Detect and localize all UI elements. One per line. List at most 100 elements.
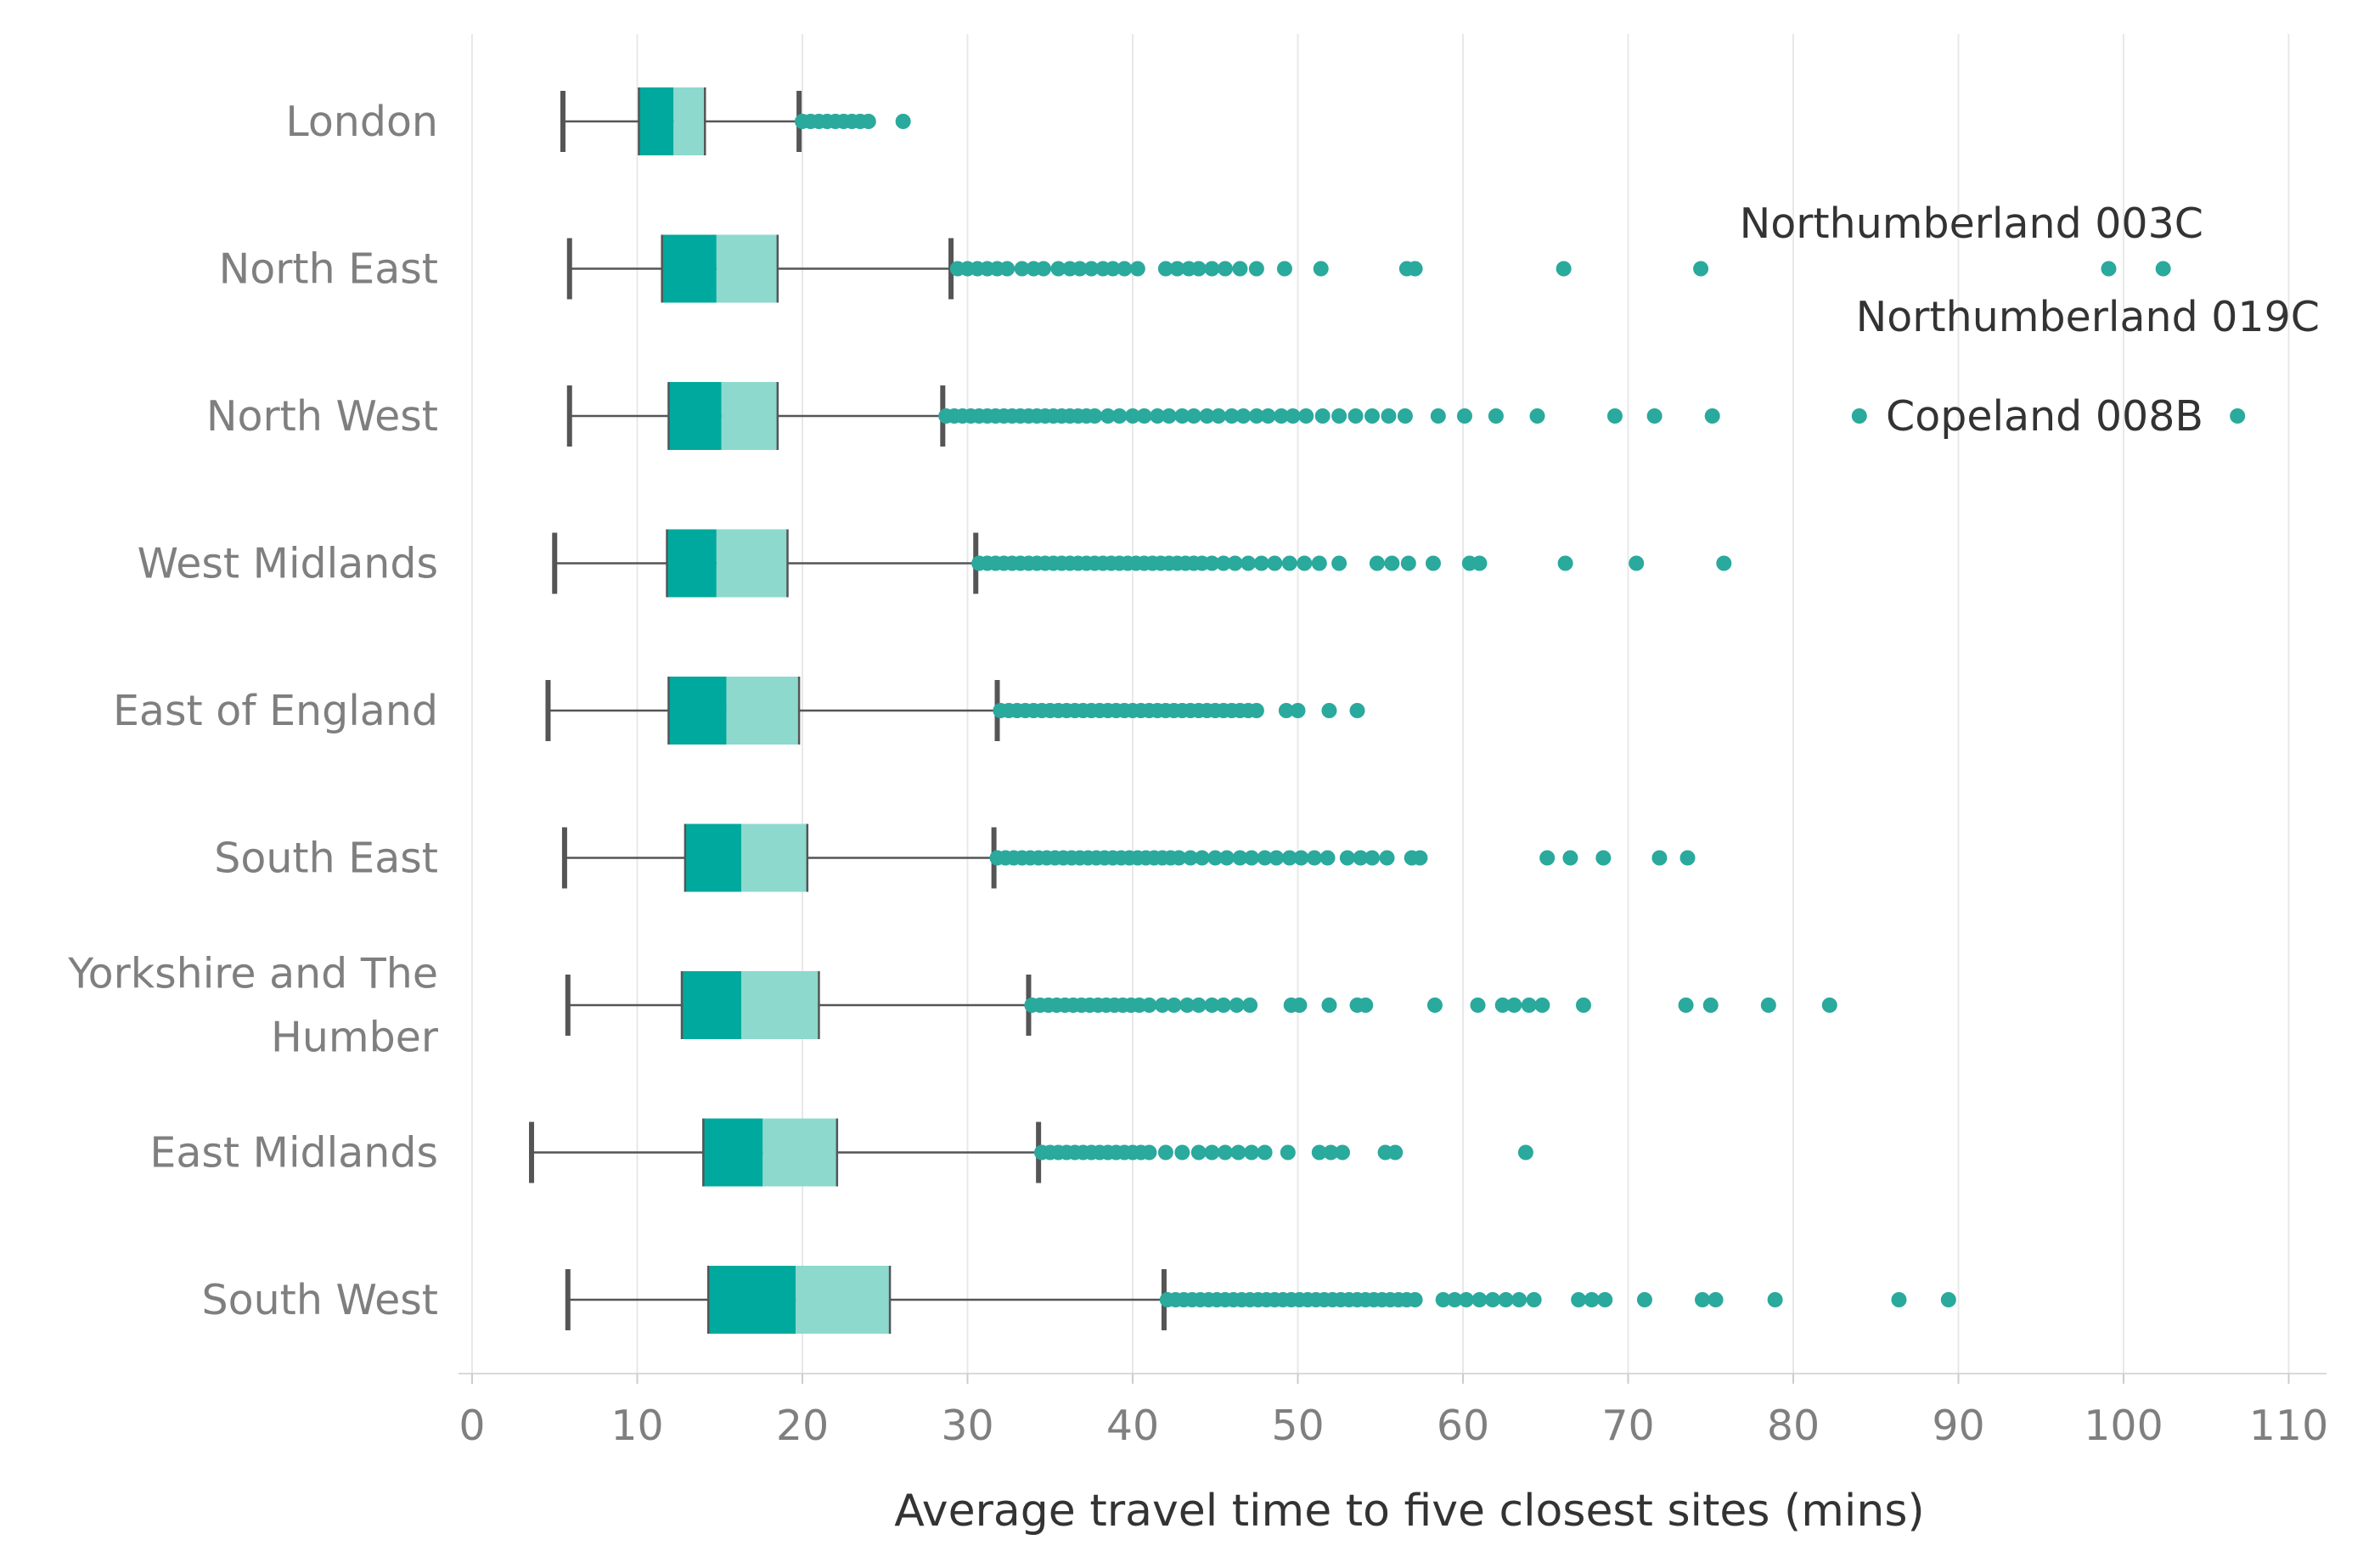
outlier-point: [1397, 408, 1413, 424]
outlier-point: [1014, 261, 1030, 277]
outlier-point: [1207, 850, 1224, 866]
outlier-point: [1083, 261, 1100, 277]
box-upper-half: [721, 382, 778, 450]
outlier-point: [1412, 850, 1428, 866]
outlier-point: [1470, 998, 1486, 1013]
outlier-point: [1242, 998, 1258, 1013]
category-label-yorkshire-and-the-humber: Humber: [271, 1014, 439, 1062]
outlier-point: [1314, 408, 1331, 424]
box-lower-half: [639, 87, 674, 155]
outlier-point: [1155, 998, 1171, 1013]
box-upper-half: [673, 87, 706, 155]
outlier-point: [1190, 261, 1207, 277]
box-lower-half: [684, 823, 742, 892]
box-upper-half: [762, 1118, 837, 1187]
box-upper-half: [716, 234, 778, 303]
outlier-point: [1204, 261, 1220, 277]
outlier-point: [1174, 408, 1190, 424]
outlier-point: [1199, 408, 1215, 424]
outlier-point: [1211, 408, 1227, 424]
box-lower-half: [661, 234, 717, 303]
outlier-point: [1244, 850, 1260, 866]
category-label-north-west: North West: [206, 392, 438, 441]
box-lower-half: [708, 1266, 796, 1334]
x-tick-label: 40: [1106, 1402, 1159, 1450]
outlier-point: [1693, 261, 1709, 277]
outlier-point: [1716, 555, 1732, 571]
outlier-point: [1290, 703, 1306, 718]
outlier-point: [1485, 1292, 1501, 1307]
box-north-east: [566, 234, 2171, 303]
outlier-point: [2230, 408, 2246, 424]
outlier-point: [1293, 850, 1309, 866]
box-west-midlands: [552, 529, 1732, 598]
outlier-point: [1111, 408, 1128, 424]
outlier-point: [1456, 408, 1472, 424]
outlier-point: [1891, 1292, 1907, 1307]
outlier-point: [1584, 1292, 1600, 1307]
outlier-annotation: Northumberland 019C: [1856, 293, 2320, 341]
outlier-point: [1387, 1144, 1404, 1161]
x-tick-label: 110: [2249, 1402, 2329, 1450]
outlier-point: [1488, 408, 1504, 424]
outlier-point: [1629, 555, 1645, 571]
category-label-yorkshire-and-the-humber: Yorkshire and The: [67, 950, 438, 998]
outlier-point: [1241, 555, 1257, 571]
outlier-point: [1150, 408, 1166, 424]
outlier-point: [1458, 1292, 1474, 1307]
category-labels: London North East North West West Midlands E…: [67, 98, 439, 1324]
outlier-point: [1369, 555, 1385, 571]
outlier-point: [1708, 1292, 1724, 1307]
category-label-west-midlands: West Midlands: [138, 540, 438, 588]
box-lower-half: [668, 382, 722, 450]
outlier-point: [1306, 850, 1322, 866]
outlier-point: [1244, 1144, 1260, 1161]
outlier-point: [1702, 998, 1719, 1013]
outlier-point: [1679, 850, 1696, 866]
x-tick-label: 80: [1767, 1402, 1820, 1450]
outlier-point: [1035, 261, 1051, 277]
outlier-point: [1407, 261, 1423, 277]
outlier-point: [1851, 408, 1867, 424]
outlier-point: [1331, 408, 1347, 424]
outlier-point: [1606, 408, 1623, 424]
x-tick-label: 20: [776, 1402, 829, 1450]
outlier-point: [1248, 261, 1264, 277]
outlier-point: [1358, 998, 1374, 1013]
outlier-point: [1227, 555, 1243, 571]
outlier-point: [895, 114, 911, 129]
outlier-point: [1331, 555, 1347, 571]
outlier-point: [1257, 850, 1273, 866]
box-east-midlands: [529, 1118, 1533, 1187]
outlier-point: [1169, 261, 1185, 277]
outlier-point: [1335, 1144, 1351, 1161]
outlier-point: [1426, 998, 1443, 1013]
outlier-point: [1280, 1144, 1296, 1161]
outlier-point: [2101, 261, 2117, 277]
outlier-point: [1695, 1292, 1711, 1307]
outlier-point: [1260, 408, 1276, 424]
boxplots: [529, 87, 2246, 1334]
outlier-point: [1161, 408, 1177, 424]
outlier-point: [1204, 998, 1220, 1013]
outlier-point: [1364, 850, 1381, 866]
outlier-point: [1506, 998, 1522, 1013]
category-label-south-east: South East: [214, 835, 438, 883]
outlier-point: [1767, 1292, 1783, 1307]
outlier-point: [1157, 1144, 1173, 1161]
outlier-point: [1269, 850, 1285, 866]
outlier-point: [1319, 850, 1336, 866]
outlier-point: [1353, 850, 1369, 866]
outlier-point: [1651, 850, 1668, 866]
outlier-point: [999, 261, 1016, 277]
outlier-point: [1529, 408, 1545, 424]
x-tick-label: 70: [1601, 1402, 1654, 1450]
outlier-point: [1534, 998, 1550, 1013]
x-tick-label: 30: [941, 1402, 993, 1450]
outlier-point: [1136, 408, 1152, 424]
outlier-point: [1498, 1292, 1514, 1307]
outlier-point: [1364, 408, 1381, 424]
category-label-east-midlands: East Midlands: [149, 1129, 438, 1177]
x-tick-label: 60: [1437, 1402, 1489, 1450]
outlier-point: [1129, 261, 1145, 277]
